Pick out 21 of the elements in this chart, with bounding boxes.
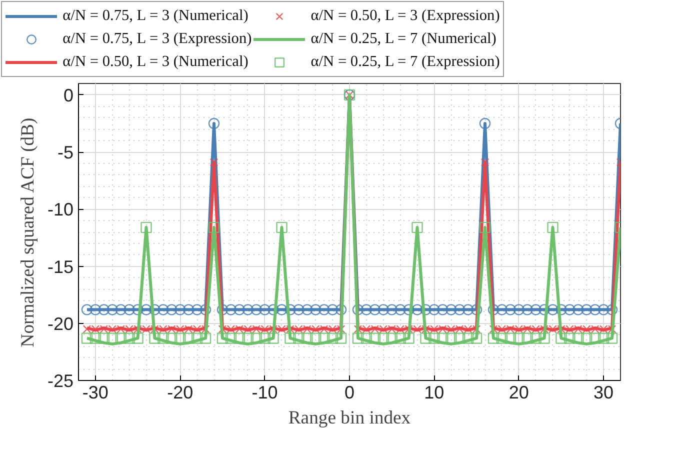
legend-label: α/N = 0.50, L = 3 (Expression) (310, 6, 500, 26)
legend-label: α/N = 0.25, L = 7 (Expression) (310, 52, 500, 72)
y-tick-label: -20 (47, 314, 74, 334)
legend-label: α/N = 0.75, L = 3 (Expression) (62, 29, 252, 49)
x-tick-label: 0 (344, 382, 355, 402)
y-tick-label: 0 (63, 85, 74, 106)
legend-label: α/N = 0.75, L = 3 (Numerical) (62, 6, 248, 26)
y-tick-label: -5 (57, 142, 74, 163)
y-axis-title: Normalized squared ACF (dB) (17, 118, 38, 348)
x-tick-label: -10 (252, 382, 278, 402)
legend-label: α/N = 0.25, L = 7 (Numerical) (310, 29, 496, 49)
x-tick-label: 10 (424, 382, 444, 402)
x-tick-label: 20 (508, 382, 529, 402)
y-tick-label: -25 (47, 371, 74, 391)
legend-label: α/N = 0.50, L = 3 (Numerical) (62, 52, 248, 72)
y-tick-label: -15 (47, 256, 74, 277)
x-axis-title: Range bin index (288, 408, 412, 428)
y-tick-label: -10 (47, 200, 74, 220)
x-tick-label: -30 (82, 382, 108, 402)
x-tick-label: 30 (594, 382, 614, 402)
x-tick-label: -20 (167, 382, 194, 402)
